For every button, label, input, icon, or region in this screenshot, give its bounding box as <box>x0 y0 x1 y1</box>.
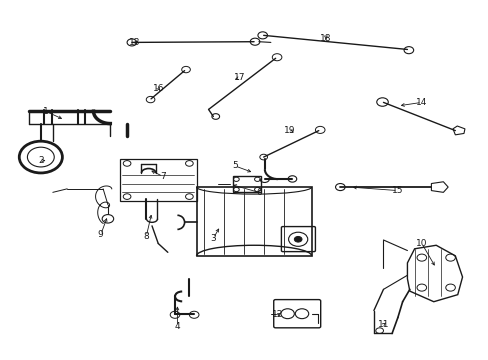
Text: 7: 7 <box>160 172 165 181</box>
Text: 13: 13 <box>128 38 140 47</box>
Text: 15: 15 <box>391 186 403 195</box>
Text: 17: 17 <box>233 73 245 82</box>
Text: 11: 11 <box>377 320 388 329</box>
Text: 1: 1 <box>42 107 48 116</box>
Text: 6: 6 <box>256 188 261 197</box>
Circle shape <box>102 215 113 223</box>
Text: 2: 2 <box>38 156 43 165</box>
Text: 14: 14 <box>415 98 427 107</box>
Text: 16: 16 <box>152 84 163 93</box>
Text: 12: 12 <box>272 310 283 319</box>
Text: 5: 5 <box>232 161 237 170</box>
Text: 18: 18 <box>320 34 331 43</box>
Text: 4: 4 <box>174 322 180 331</box>
Text: 19: 19 <box>284 126 295 135</box>
Text: 8: 8 <box>143 232 149 241</box>
Text: 9: 9 <box>98 230 103 239</box>
Circle shape <box>294 237 302 242</box>
Text: 10: 10 <box>415 239 427 248</box>
Text: 3: 3 <box>210 234 216 243</box>
